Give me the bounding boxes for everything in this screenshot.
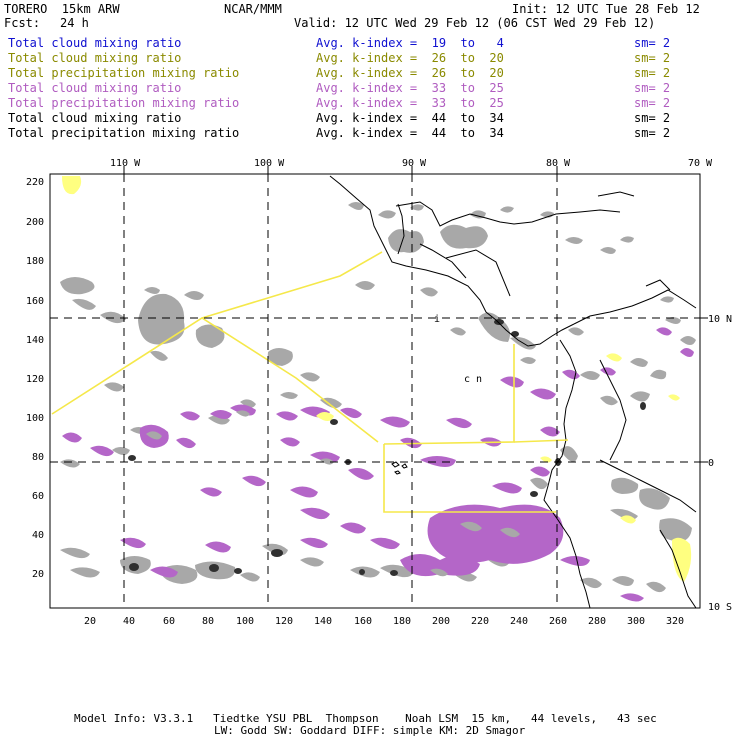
legend-sm: sm= 2	[634, 126, 671, 140]
x-tick: 260	[549, 616, 567, 627]
legend-field: Total precipitation mixing ratio	[8, 96, 240, 110]
y-tick: 100	[26, 413, 44, 424]
legend-field: Total cloud mixing ratio	[8, 81, 182, 95]
domain-outlines	[51, 251, 569, 513]
cloud-fields	[60, 202, 696, 593]
legend-sm: sm= 2	[634, 96, 671, 110]
legend-sm: sm= 2	[634, 51, 671, 65]
lon-label: 70 W	[688, 158, 713, 169]
lat-label: 10 S	[708, 602, 732, 613]
annotation-cn: c n	[464, 374, 482, 385]
y-tick: 160	[26, 296, 44, 307]
y-tick: 220	[26, 177, 44, 188]
init-time: Init: 12 UTC Tue 28 Feb 12	[512, 2, 700, 16]
axis-ticks	[123, 166, 708, 463]
org-label: NCAR/MMM	[224, 2, 282, 16]
y-tick: 60	[32, 491, 44, 502]
x-tick: 20	[84, 616, 96, 627]
legend-field: Total cloud mixing ratio	[8, 36, 182, 50]
x-tick: 140	[314, 616, 332, 627]
x-tick: 280	[588, 616, 606, 627]
legend-kindex: Avg. k-index = 33 to 25	[316, 81, 504, 95]
x-tick: 200	[432, 616, 450, 627]
inner-cloud-cores	[146, 410, 520, 577]
legend-field: Total cloud mixing ratio	[8, 51, 182, 65]
cloud-mixing-yellow	[62, 176, 692, 582]
x-tick: 160	[354, 616, 372, 627]
lon-label: 110 W	[110, 158, 141, 169]
legend-kindex: Avg. k-index = 26 to 20	[316, 51, 504, 65]
lon-label: 100 W	[254, 158, 285, 169]
legend-sm: sm= 2	[634, 81, 671, 95]
fcst-label: Fcst:	[4, 16, 41, 30]
fcst-value: 24 h	[60, 16, 89, 30]
coastlines	[329, 175, 697, 609]
legend-kindex: Avg. k-index = 44 to 34	[316, 111, 504, 125]
legend-kindex: Avg. k-index = 44 to 34	[316, 126, 504, 140]
legend-sm: sm= 2	[634, 66, 671, 80]
forecast-map: i c n 110 W 100 W 90 W 80 W 70 W 10 N 0 …	[26, 158, 732, 627]
lat-label: 10 N	[708, 314, 732, 325]
y-tick: 20	[32, 569, 44, 580]
annotation-i: i	[434, 314, 440, 325]
lon-label: 90 W	[402, 158, 427, 169]
y-tick: 40	[32, 530, 44, 541]
x-tick: 100	[236, 616, 254, 627]
y-tick: 200	[26, 217, 44, 228]
y-tick: 180	[26, 256, 44, 267]
y-tick: 80	[32, 452, 44, 463]
model-info-line1: Model Info: V3.3.1 Tiedtke YSU PBL Thomp…	[74, 712, 657, 725]
map-frame	[49, 173, 701, 609]
x-tick: 120	[275, 616, 293, 627]
x-tick: 80	[202, 616, 214, 627]
legend-kindex: Avg. k-index = 26 to 20	[316, 66, 504, 80]
legend-sm: sm= 2	[634, 36, 671, 50]
legend-kindex: Avg. k-index = 33 to 25	[316, 96, 504, 110]
legend-sm: sm= 2	[634, 111, 671, 125]
lon-label: 80 W	[546, 158, 571, 169]
model-title: TORERO 15km ARW	[4, 2, 120, 16]
x-tick: 320	[666, 616, 684, 627]
x-tick: 180	[393, 616, 411, 627]
lat-lon-grid	[50, 174, 700, 608]
y-tick: 120	[26, 374, 44, 385]
legend-field: Total cloud mixing ratio	[8, 111, 182, 125]
valid-time: Valid: 12 UTC Wed 29 Feb 12 (06 CST Wed …	[294, 16, 656, 30]
y-tick: 140	[26, 335, 44, 346]
legend-kindex: Avg. k-index = 19 to 4	[316, 36, 504, 50]
x-tick: 40	[123, 616, 135, 627]
precip-fields	[62, 327, 694, 602]
left-gridpoint-ticks: 220 200 180 160 140 120 100 80 60 40 20	[26, 177, 44, 580]
x-tick: 300	[627, 616, 645, 627]
x-tick: 240	[510, 616, 528, 627]
bottom-gridpoint-ticks: 20 40 60 80 100 120 140 160 180 200 220 …	[84, 616, 684, 627]
model-info-line2: LW: Godd SW: Goddard DIFF: simple KM: 2D…	[214, 724, 526, 737]
x-tick: 60	[163, 616, 175, 627]
legend-field: Total precipitation mixing ratio	[8, 66, 240, 80]
legend-field: Total precipitation mixing ratio	[8, 126, 240, 140]
x-tick: 220	[471, 616, 489, 627]
lat-label: 0	[708, 458, 714, 469]
